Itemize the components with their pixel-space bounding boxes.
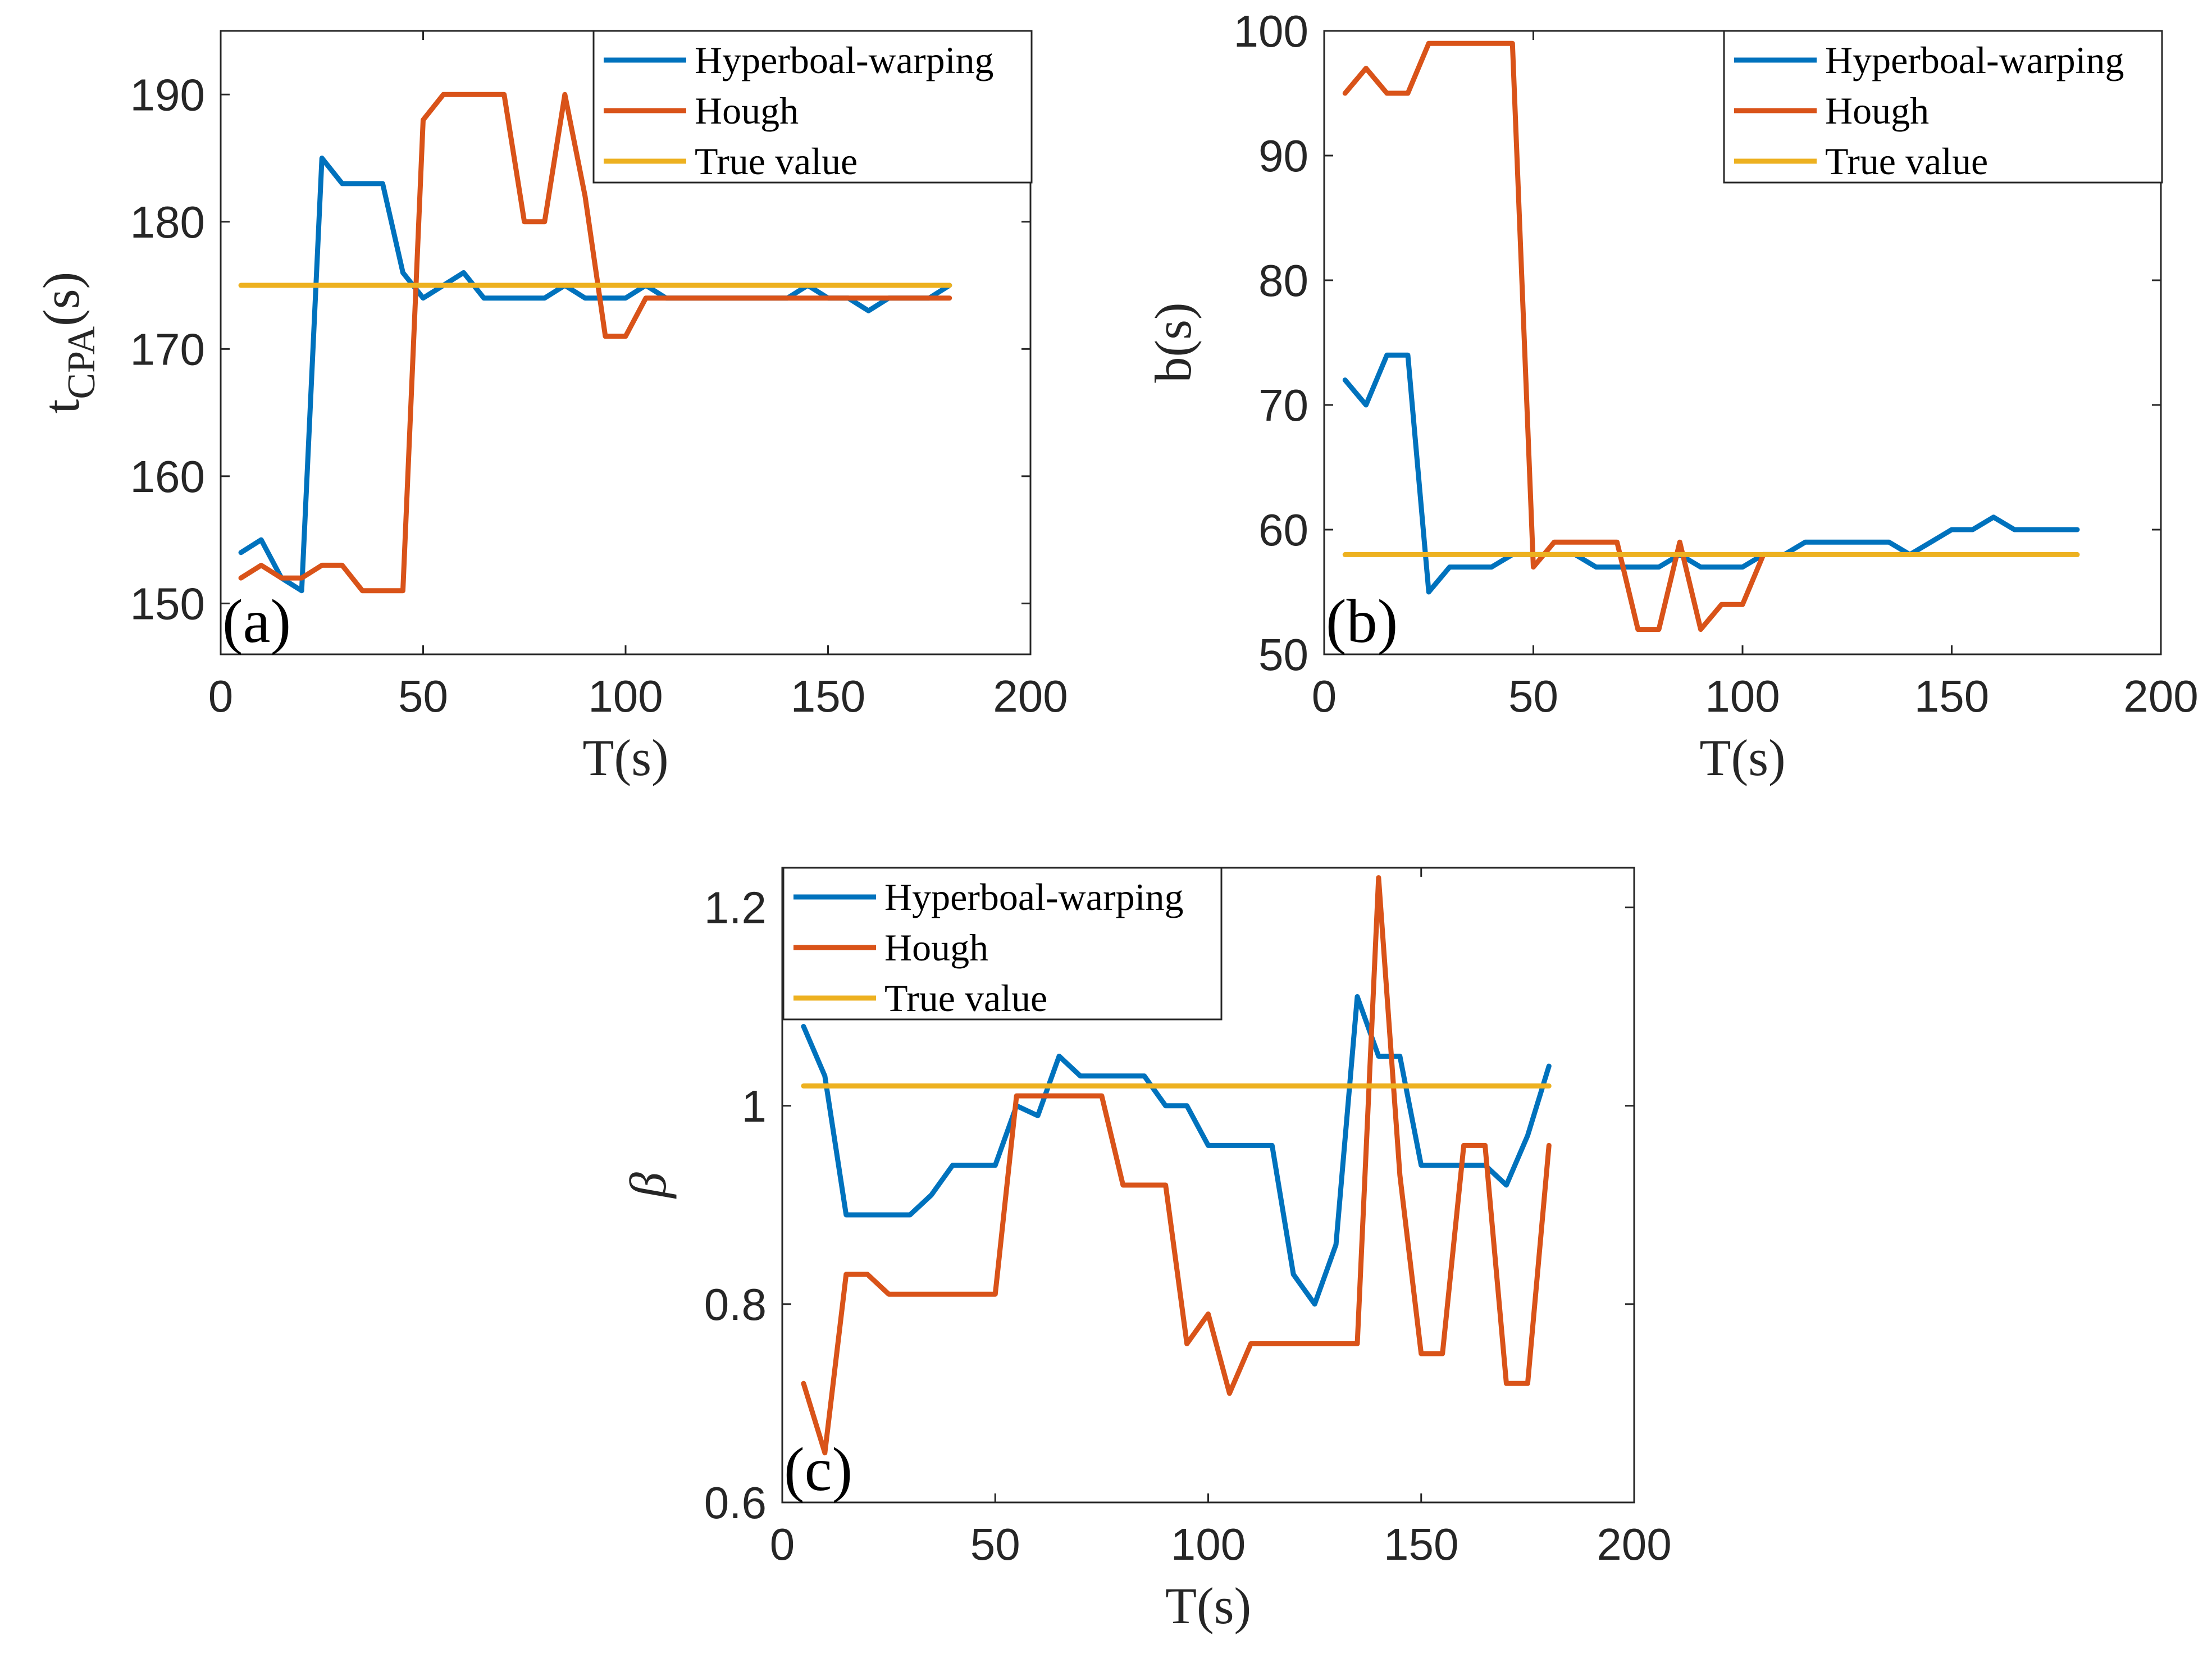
series-line-hough [238, 92, 952, 594]
legend-box [1723, 30, 2163, 184]
x-tick-label: 100 [1705, 671, 1780, 721]
y-axis-title-main: t [33, 399, 90, 413]
x-tick-label: 100 [1171, 1519, 1246, 1569]
y-tick-label: 90 [1258, 131, 1308, 181]
legend-label-true-value: True value [1825, 140, 1988, 183]
series-line-hyperboal-warping [238, 156, 952, 594]
y-axis-title-main: β [619, 1172, 677, 1199]
panel-label: (b) [1326, 587, 1398, 655]
legend-label-true-value: True value [695, 140, 858, 183]
x-tick-label: 100 [588, 671, 663, 721]
x-tick-label: 0 [770, 1519, 795, 1569]
x-tick-label: 150 [791, 671, 865, 721]
x-axis-title: T(s) [1165, 1577, 1251, 1634]
y-axis-title-suffix: (s) [33, 272, 90, 326]
x-tick-label: 200 [993, 671, 1068, 721]
legend: Hyperboal-warping Hough True value [592, 30, 1033, 184]
legend-label-true-value: True value [884, 977, 1047, 1019]
y-tick-label: 160 [130, 452, 205, 502]
y-tick-label: 170 [130, 324, 205, 374]
chart-panel-b: 0 50 100 150 2005060708090100T(s)b(s)(b)Hype… [1144, 6, 2199, 786]
legend-label-hyperboal-warping: Hyperboal-warping [695, 39, 993, 81]
y-tick-label: 80 [1258, 256, 1308, 306]
x-tick-label: 0 [1312, 671, 1337, 721]
x-tick-label: 150 [1384, 1519, 1458, 1569]
x-axis-title: T(s) [582, 729, 668, 786]
legend-box [592, 30, 1033, 184]
panel-label: (c) [784, 1435, 852, 1504]
y-tick-label: 180 [130, 197, 205, 247]
legend-label-hyperboal-warping: Hyperboal-warping [884, 876, 1183, 918]
y-axis-title: tCPA(s) [33, 272, 103, 413]
series-line-hyperboal-warping [801, 994, 1552, 1307]
y-axis-title: b(s) [1144, 302, 1202, 382]
x-tick-label: 50 [970, 1519, 1020, 1569]
y-axis-title: β [619, 1172, 677, 1199]
y-tick-label: 70 [1258, 380, 1308, 430]
chart-panel-c: 0 50 100 150 200 0.6 0.8 1 1.2 T(s) β (c) Hyperboal-… [619, 867, 1672, 1634]
y-tick-label: 0.8 [704, 1279, 767, 1329]
legend-label-hyperboal-warping: Hyperboal-warping [1825, 39, 2124, 81]
legend: Hyperboal-warping Hough True value [782, 867, 1223, 1021]
y-tick-label: 1.2 [704, 883, 767, 933]
y-tick-label: 50 [1258, 630, 1308, 680]
series-line-hyperboal-warping [1342, 352, 2080, 595]
y-tick-label: 60 [1258, 505, 1308, 555]
legend-box [782, 867, 1223, 1021]
x-axis-title: T(s) [1699, 729, 1785, 786]
series-line-hough [801, 875, 1552, 1456]
x-tick-label: 50 [398, 671, 448, 721]
y-tick-label: 100 [1234, 6, 1308, 56]
x-tick-label: 200 [2123, 671, 2198, 721]
chart-panel-a: 0 50 100 150 200 150 160 170 180 190 T(s) tCPA(s) (a… [33, 30, 1068, 786]
y-axis-title-main: b(s) [1144, 302, 1202, 382]
y-tick-label: 190 [130, 70, 205, 120]
y-tick-label: 1 [742, 1081, 767, 1131]
legend-label-hough: Hough [1825, 89, 1929, 132]
panel-label: (a) [222, 587, 291, 655]
x-tick-label: 150 [1914, 671, 1989, 721]
legend-label-hough: Hough [884, 926, 988, 969]
legend: Hyperboal-warping Hough True value [1723, 30, 2163, 184]
legend-label-hough: Hough [695, 89, 799, 132]
x-tick-label: 200 [1597, 1519, 1671, 1569]
y-tick-label: 0.6 [704, 1478, 767, 1528]
x-tick-label: 0 [208, 671, 234, 721]
x-tick-label: 50 [1508, 671, 1558, 721]
series-line-hough [1342, 40, 1766, 632]
y-tick-label: 150 [130, 579, 205, 628]
y-axis-title-subscript: CPA [60, 326, 103, 399]
